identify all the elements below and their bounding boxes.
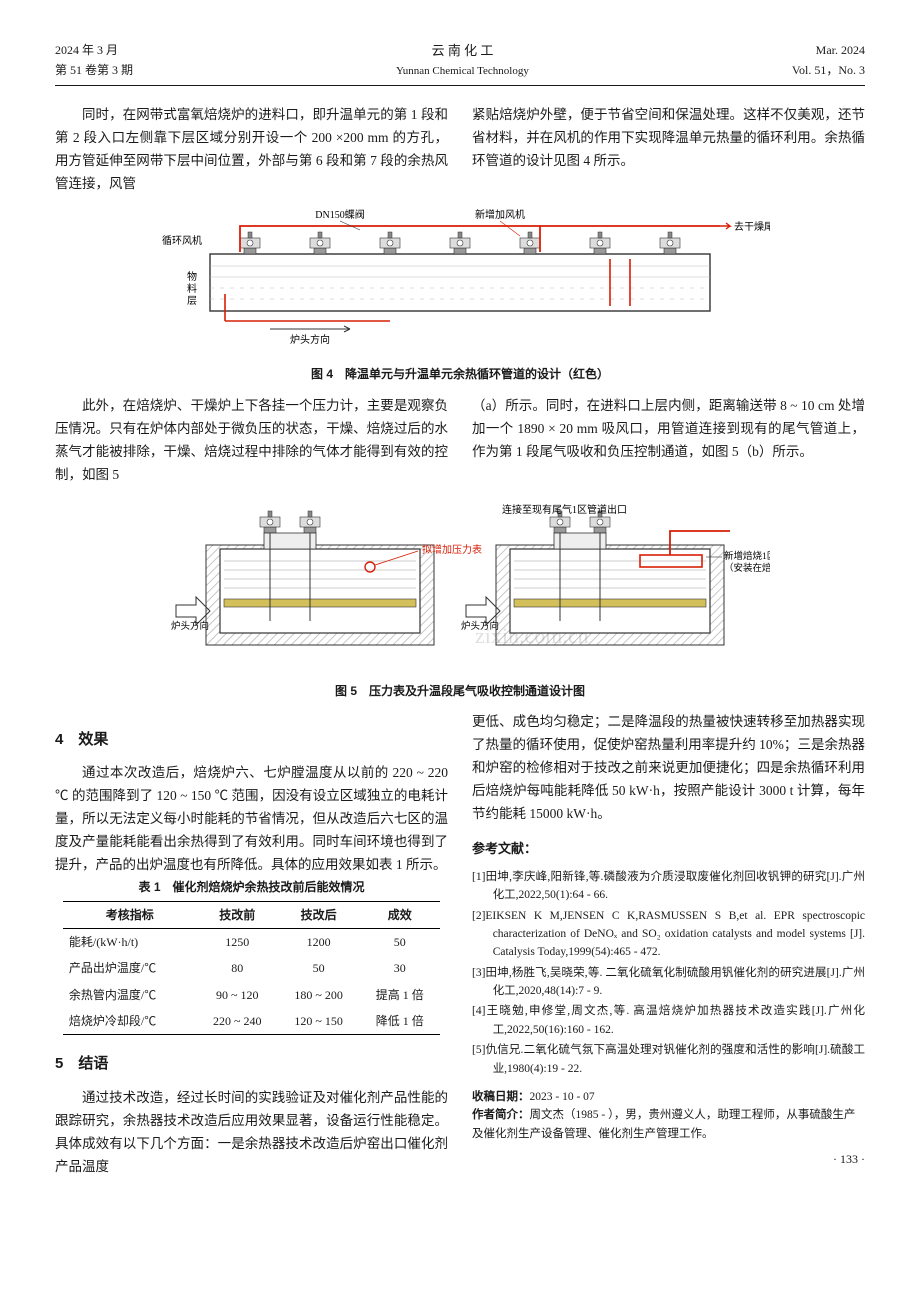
reference-item: [2]EIKSEN K M,JENSEN C K,RASMUSSEN S B,e… xyxy=(472,907,865,962)
table-cell: 30 xyxy=(359,955,440,981)
table-row: 能耗/(kW·h/t)1250120050 xyxy=(63,928,440,955)
issue-vol-en: Vol. 51，No. 3 xyxy=(792,60,865,80)
issue-date-cn: 2024 年 3 月 xyxy=(55,40,133,60)
mid-paragraph: 此外，在焙烧炉、干燥炉上下各挂一个压力计，主要是观察负压情况。只有在炉体内部处于… xyxy=(55,395,865,487)
table-cell: 50 xyxy=(359,928,440,955)
left-column: 4 效果 通过本次改造后，焙烧炉六、七炉膛温度从以前的 220 ~ 220 ℃ … xyxy=(55,711,448,1179)
table-cell: 50 xyxy=(278,955,359,981)
sec4-body: 通过本次改造后，焙烧炉六、七炉膛温度从以前的 220 ~ 220 ℃ 的范围降到… xyxy=(55,762,448,877)
para1-left: 同时，在网带式富氧焙烧炉的进料口，即升温单元的第 1 段和第 2 段入口左侧靠下… xyxy=(55,104,448,196)
svg-text:新增加风机: 新增加风机 xyxy=(475,208,525,221)
table-row: 产品出炉温度/℃805030 xyxy=(63,955,440,981)
svg-text:循环风机: 循环风机 xyxy=(162,234,202,247)
table-cell: 80 xyxy=(197,955,278,981)
svg-text:去干燥尾气: 去干燥尾气 xyxy=(734,220,770,233)
header-left: 2024 年 3 月 第 51 卷第 3 期 xyxy=(55,40,133,81)
journal-en: Yunnan Chemical Technology xyxy=(133,62,792,81)
table-cell: 能耗/(kW·h/t) xyxy=(63,928,197,955)
figure-5-svg: 炉头方向 炉头方向 拟增加压力表 连接至现有尾气1区管道出口新增焙烧1区炉头抽烟罩（安… xyxy=(150,497,770,667)
sec5-right: 更低、成色均匀稳定；二是降温段的热量被快速转移至加热器实现了热量的循环使用，促使… xyxy=(472,711,865,826)
svg-text:炉头方向: 炉头方向 xyxy=(290,333,330,346)
table-cell: 降低 1 倍 xyxy=(359,1008,440,1035)
top-paragraph: 同时，在网带式富氧焙烧炉的进料口，即升温单元的第 1 段和第 2 段入口左侧靠下… xyxy=(55,104,865,196)
table-cell: 焙烧炉冷却段/℃ xyxy=(63,1008,197,1035)
table-row: 余热管内温度/℃90 ~ 120180 ~ 200提高 1 倍 xyxy=(63,982,440,1008)
sec5-title: 5 结语 xyxy=(55,1051,448,1077)
svg-text:新增焙烧1区炉头抽烟罩: 新增焙烧1区炉头抽烟罩 xyxy=(724,550,770,562)
table-cell: 1250 xyxy=(197,928,278,955)
svg-text:DN150蝶阀: DN150蝶阀 xyxy=(315,208,364,221)
header-right: Mar. 2024 Vol. 51，No. 3 xyxy=(792,40,865,81)
sec5-body: 通过技术改造，经过长时间的实践验证及对催化剂产品性能的跟踪研究，余热器技术改造后… xyxy=(55,1087,448,1179)
svg-text:连接至现有尾气1区管道出口: 连接至现有尾气1区管道出口 xyxy=(502,503,627,516)
table-1: 考核指标技改前技改后成效 能耗/(kW·h/t)1250120050产品出炉温度… xyxy=(63,901,440,1036)
table-header: 技改前 xyxy=(197,901,278,928)
table-cell: 120 ~ 150 xyxy=(278,1008,359,1035)
figure-4-caption: 图 4 降温单元与升温单元余热循环管道的设计（红色） xyxy=(55,364,865,384)
author-label: 作者简介： xyxy=(472,1109,530,1121)
reference-item: [5]仇信兄.二氧化硫气氛下高温处理对钒催化剂的强度和活性的影响[J].硫酸工业… xyxy=(472,1041,865,1078)
figure-4: DN150蝶阀 新增加风机循环风机物料层炉头方向 去干燥尾气 图 4 降温单元与升温… xyxy=(55,206,865,385)
table-cell: 90 ~ 120 xyxy=(197,982,278,1008)
svg-text:（安装在焙烧炉头内部）: （安装在焙烧炉头内部） xyxy=(724,562,770,574)
reference-item: [1]田坤,李庆峰,阳新锋,等.磷酸液为介质浸取废催化剂回收钒钾的研究[J].广… xyxy=(472,868,865,905)
reference-item: [3]田坤,杨胜飞,吴晓荣,等. 二氧化硫氧化制硫酸用钒催化剂的研究进展[J].… xyxy=(472,964,865,1001)
references: [1]田坤,李庆峰,阳新锋,等.磷酸液为介质浸取废催化剂回收钒钾的研究[J].广… xyxy=(472,868,865,1078)
svg-text:料: 料 xyxy=(187,282,197,295)
para1-right: 紧贴焙烧炉外壁，便于节省空间和保温处理。这样不仅美观，还节省材料，并在风机的作用… xyxy=(472,104,865,173)
footer-info: 收稿日期：2023 - 10 - 07 作者简介：周文杰（1985 - ），男，… xyxy=(472,1088,865,1143)
author-bio: 周文杰（1985 - ），男，贵州遵义人，助理工程师，从事硫酸生产及催化剂生产设… xyxy=(472,1109,855,1139)
table-header: 成效 xyxy=(359,901,440,928)
table-cell: 180 ~ 200 xyxy=(278,982,359,1008)
page-number: · 133 · xyxy=(472,1149,865,1169)
issue-vol-cn: 第 51 卷第 3 期 xyxy=(55,60,133,80)
table-cell: 220 ~ 240 xyxy=(197,1008,278,1035)
figure-5-caption: 图 5 压力表及升温段尾气吸收控制通道设计图 xyxy=(55,681,865,701)
table-cell: 余热管内温度/℃ xyxy=(63,982,197,1008)
svg-text:炉头方向: 炉头方向 xyxy=(461,620,499,632)
table1-caption: 表 1 催化剂焙烧炉余热技改前后能效情况 xyxy=(55,877,448,897)
svg-text:拟增加压力表: 拟增加压力表 xyxy=(422,543,482,556)
figure-5: 炉头方向 炉头方向 拟增加压力表 连接至现有尾气1区管道出口新增焙烧1区炉头抽烟罩（安… xyxy=(55,497,865,701)
table-header: 技改后 xyxy=(278,901,359,928)
table-header: 考核指标 xyxy=(63,901,197,928)
right-column: 更低、成色均匀稳定；二是降温段的热量被快速转移至加热器实现了热量的循环使用，促使… xyxy=(472,711,865,1179)
svg-text:炉头方向: 炉头方向 xyxy=(171,620,209,632)
para2-left: 此外，在焙烧炉、干燥炉上下各挂一个压力计，主要是观察负压情况。只有在炉体内部处于… xyxy=(55,395,448,487)
refs-title: 参考文献： xyxy=(472,838,865,860)
issue-date-en: Mar. 2024 xyxy=(792,40,865,60)
para2-right: （a）所示。同时，在进料口上层内侧，距离输送带 8 ~ 10 cm 处增加一个 … xyxy=(472,395,865,464)
bottom-columns: 4 效果 通过本次改造后，焙烧炉六、七炉膛温度从以前的 220 ~ 220 ℃ … xyxy=(55,711,865,1179)
page-header: 2024 年 3 月 第 51 卷第 3 期 云 南 化 工 Yunnan Ch… xyxy=(55,40,865,86)
table-cell: 提高 1 倍 xyxy=(359,982,440,1008)
table-cell: 1200 xyxy=(278,928,359,955)
figure-4-svg: DN150蝶阀 新增加风机循环风机物料层炉头方向 去干燥尾气 xyxy=(150,206,770,351)
table-cell: 产品出炉温度/℃ xyxy=(63,955,197,981)
reference-item: [4]王晓勉,申修堂,周文杰,等. 高温焙烧炉加热器技术改造实践[J].广州化工… xyxy=(472,1002,865,1039)
header-center: 云 南 化 工 Yunnan Chemical Technology xyxy=(133,40,792,81)
svg-text:物: 物 xyxy=(187,270,197,283)
journal-cn: 云 南 化 工 xyxy=(133,40,792,62)
sec4-title: 4 效果 xyxy=(55,727,448,753)
received-date: 2023 - 10 - 07 xyxy=(530,1091,595,1103)
table-row: 焙烧炉冷却段/℃220 ~ 240120 ~ 150降低 1 倍 xyxy=(63,1008,440,1035)
svg-text:层: 层 xyxy=(187,295,197,307)
received-label: 收稿日期： xyxy=(472,1091,530,1103)
